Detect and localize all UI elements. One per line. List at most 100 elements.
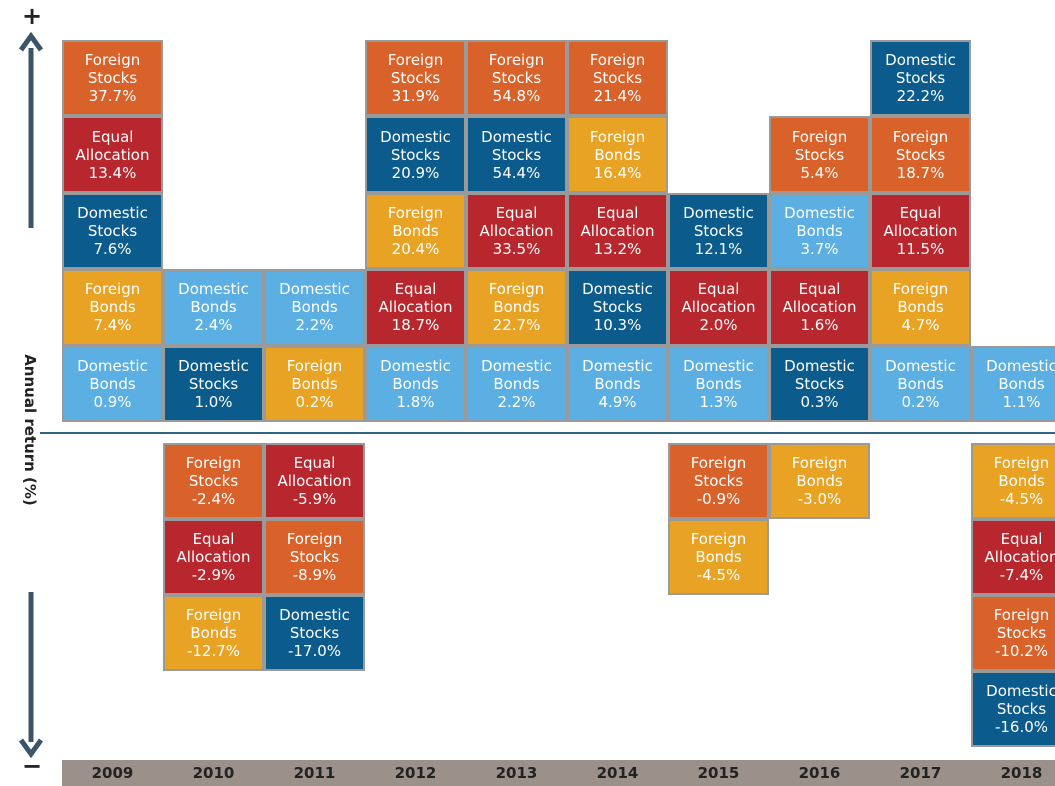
year-label: 2015 [668, 760, 769, 786]
return-label: 3.7% [800, 240, 838, 258]
asset-name: Domestic Bonds [874, 357, 967, 393]
year-label: 2010 [163, 760, 264, 786]
asset-name: Equal Allocation [167, 530, 260, 566]
return-cell: Domestic Stocks-16.0% [971, 671, 1055, 747]
return-label: 33.5% [493, 240, 541, 258]
return-label: 22.7% [493, 316, 541, 334]
return-label: 1.0% [194, 393, 232, 411]
asset-name: Foreign Stocks [571, 51, 664, 87]
asset-name: Domestic Bonds [672, 357, 765, 393]
return-label: 18.7% [897, 164, 945, 182]
return-cell: Foreign Bonds-12.7% [163, 595, 264, 671]
return-cell: Domestic Bonds1.1% [971, 346, 1055, 422]
plus-marker: + [22, 2, 42, 30]
year-label: 2017 [870, 760, 971, 786]
asset-name: Foreign Bonds [369, 204, 462, 240]
asset-name: Domestic Stocks [672, 204, 765, 240]
return-label: 31.9% [392, 87, 440, 105]
return-label: 2.2% [295, 316, 333, 334]
return-cell: Foreign Bonds-4.5% [971, 443, 1055, 519]
return-cell: Domestic Stocks54.4% [466, 116, 567, 192]
return-cell: Equal Allocation-5.9% [264, 443, 365, 519]
asset-name: Equal Allocation [369, 280, 462, 316]
return-label: 10.3% [594, 316, 642, 334]
return-label: 0.2% [295, 393, 333, 411]
asset-name: Foreign Bonds [874, 280, 967, 316]
return-label: 18.7% [392, 316, 440, 334]
year-label: 2016 [769, 760, 870, 786]
return-cell: Foreign Stocks54.8% [466, 40, 567, 116]
return-label: -2.4% [192, 490, 236, 508]
asset-name: Equal Allocation [571, 204, 664, 240]
asset-name: Equal Allocation [672, 280, 765, 316]
quilt-chart: + − Annual return (%) 2009Foreign Stocks… [0, 0, 1055, 786]
asset-name: Foreign Bonds [571, 128, 664, 164]
return-label: 0.9% [93, 393, 131, 411]
asset-name: Equal Allocation [773, 280, 866, 316]
return-cell: Foreign Bonds-3.0% [769, 443, 870, 519]
return-cell: Equal Allocation-2.9% [163, 519, 264, 595]
return-cell: Foreign Stocks-0.9% [668, 443, 769, 519]
asset-name: Domestic Bonds [773, 204, 866, 240]
return-cell: Foreign Stocks-2.4% [163, 443, 264, 519]
year-label: 2018 [971, 760, 1055, 786]
asset-name: Domestic Stocks [975, 682, 1055, 718]
return-cell: Foreign Bonds0.2% [264, 346, 365, 422]
return-label: -7.4% [1000, 566, 1044, 584]
asset-name: Domestic Bonds [268, 280, 361, 316]
return-label: -0.9% [697, 490, 741, 508]
asset-name: Domestic Stocks [167, 357, 260, 393]
return-label: 0.3% [800, 393, 838, 411]
return-cell: Equal Allocation2.0% [668, 269, 769, 345]
asset-name: Equal Allocation [268, 454, 361, 490]
return-label: -4.5% [1000, 490, 1044, 508]
return-cell: Foreign Stocks21.4% [567, 40, 668, 116]
return-label: 7.6% [93, 240, 131, 258]
return-label: 0.2% [901, 393, 939, 411]
return-label: 1.1% [1002, 393, 1040, 411]
asset-name: Foreign Bonds [470, 280, 563, 316]
return-label: 54.4% [493, 164, 541, 182]
year-label: 2014 [567, 760, 668, 786]
return-cell: Foreign Bonds20.4% [365, 193, 466, 269]
asset-name: Equal Allocation [470, 204, 563, 240]
asset-name: Domestic Stocks [874, 51, 967, 87]
return-label: 20.4% [392, 240, 440, 258]
return-label: 1.6% [800, 316, 838, 334]
asset-name: Equal Allocation [66, 128, 159, 164]
return-label: 12.1% [695, 240, 743, 258]
year-label: 2011 [264, 760, 365, 786]
return-label: -10.2% [995, 642, 1048, 660]
return-label: 2.4% [194, 316, 232, 334]
return-label: -5.9% [293, 490, 337, 508]
return-cell: Equal Allocation-7.4% [971, 519, 1055, 595]
asset-name: Domestic Bonds [167, 280, 260, 316]
asset-name: Domestic Stocks [773, 357, 866, 393]
return-label: -17.0% [288, 642, 341, 660]
return-label: 21.4% [594, 87, 642, 105]
return-cell: Domestic Stocks7.6% [62, 193, 163, 269]
asset-name: Domestic Stocks [470, 128, 563, 164]
up-arrowhead [21, 36, 41, 50]
year-label: 2013 [466, 760, 567, 786]
return-cell: Foreign Bonds16.4% [567, 116, 668, 192]
asset-name: Domestic Stocks [66, 204, 159, 240]
asset-name: Foreign Bonds [268, 357, 361, 393]
asset-name: Foreign Stocks [874, 128, 967, 164]
asset-name: Foreign Stocks [167, 454, 260, 490]
return-label: 1.3% [699, 393, 737, 411]
return-label: 1.8% [396, 393, 434, 411]
asset-name: Foreign Stocks [975, 606, 1055, 642]
